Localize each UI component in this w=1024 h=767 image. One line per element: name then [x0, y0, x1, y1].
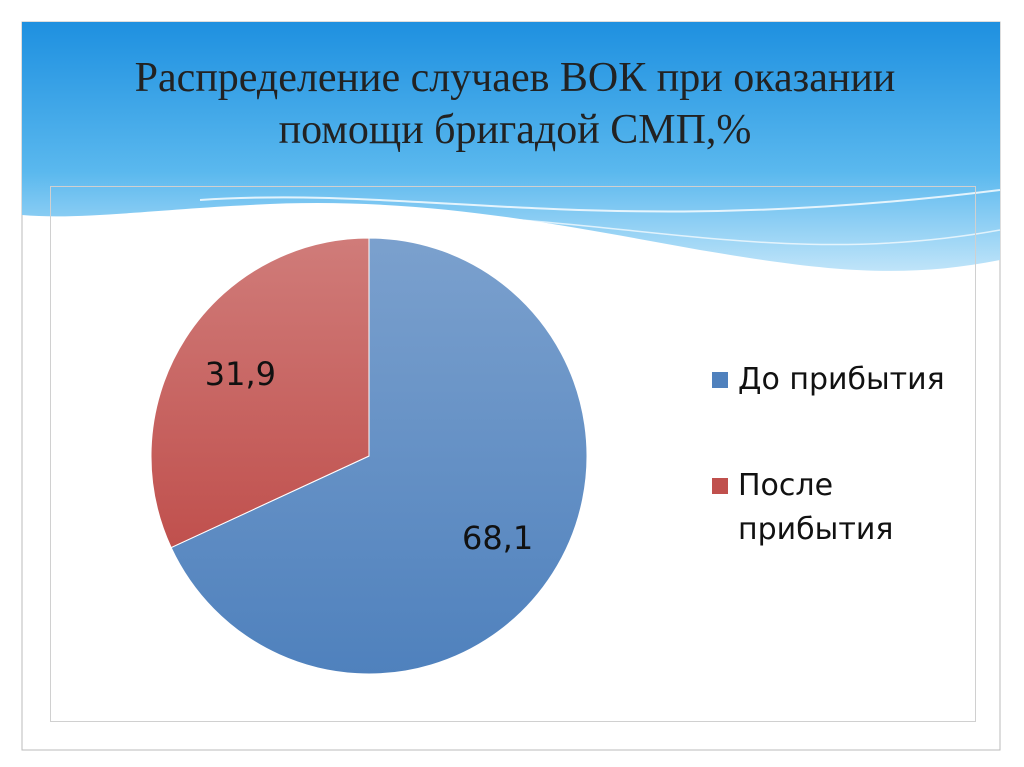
data-label: 68,1 — [461, 519, 534, 558]
header-band — [22, 22, 1000, 271]
legend-item: После прибытия — [712, 464, 968, 552]
wave — [199, 189, 1001, 213]
pie-slice — [170, 237, 588, 675]
legend-swatch — [712, 372, 728, 388]
pie-slice — [150, 237, 370, 549]
chart-area — [50, 186, 976, 722]
legend-swatch — [712, 478, 728, 494]
legend-label: После прибытия — [738, 468, 894, 547]
chart-title: Распределение случаев ВОК при оказании п… — [134, 55, 896, 153]
legend-item: До прибытия — [712, 358, 968, 402]
data-label: 31,9 — [204, 354, 277, 393]
legend-label: До прибытия — [738, 362, 945, 397]
wave — [399, 214, 1001, 246]
